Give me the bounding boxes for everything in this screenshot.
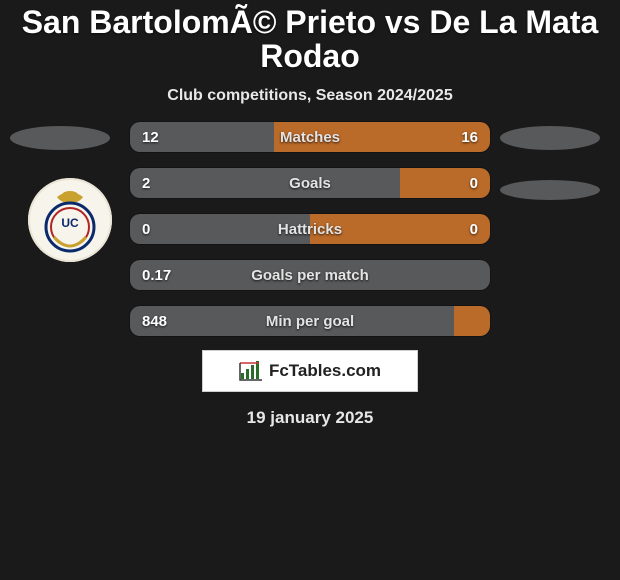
brand-footer[interactable]: FcTables.com xyxy=(202,350,418,392)
left-ellipse-top xyxy=(10,126,110,150)
page-subtitle: Club competitions, Season 2024/2025 xyxy=(0,87,620,105)
stat-left-value: 848 xyxy=(142,306,167,336)
stat-right-fill xyxy=(454,306,490,336)
stat-left-fill xyxy=(130,260,490,290)
stat-left-value: 0 xyxy=(142,214,150,244)
page-title: San BartolomÃ© Prieto vs De La Mata Roda… xyxy=(0,0,620,73)
comparison-widget: San BartolomÃ© Prieto vs De La Mata Roda… xyxy=(0,0,620,580)
stat-left-value: 2 xyxy=(142,168,150,198)
left-club-crest: UC xyxy=(28,178,112,262)
stat-left-value: 12 xyxy=(142,122,159,152)
stat-right-value: 0 xyxy=(470,214,478,244)
stat-row: 00Hattricks xyxy=(130,214,490,244)
footer-date: 19 january 2025 xyxy=(0,408,620,428)
brand-text: FcTables.com xyxy=(269,361,381,381)
stat-left-fill xyxy=(130,214,310,244)
stat-left-fill xyxy=(130,306,454,336)
stat-left-fill xyxy=(130,168,400,198)
right-ellipse-low xyxy=(500,180,600,200)
stat-row: 0.17Goals per match xyxy=(130,260,490,290)
crest-icon: UC xyxy=(35,185,105,255)
stat-row: 848Min per goal xyxy=(130,306,490,336)
stat-right-value: 0 xyxy=(470,168,478,198)
stat-right-fill xyxy=(310,214,490,244)
stat-row: 1216Matches xyxy=(130,122,490,152)
svg-text:UC: UC xyxy=(61,216,79,230)
stat-right-fill xyxy=(274,122,490,152)
right-ellipse-top xyxy=(500,126,600,150)
comparison-bars: 1216Matches20Goals00Hattricks0.17Goals p… xyxy=(130,122,490,352)
stat-left-value: 0.17 xyxy=(142,260,171,290)
stat-right-value: 16 xyxy=(461,122,478,152)
stat-row: 20Goals xyxy=(130,168,490,198)
bar-chart-icon xyxy=(239,361,263,381)
